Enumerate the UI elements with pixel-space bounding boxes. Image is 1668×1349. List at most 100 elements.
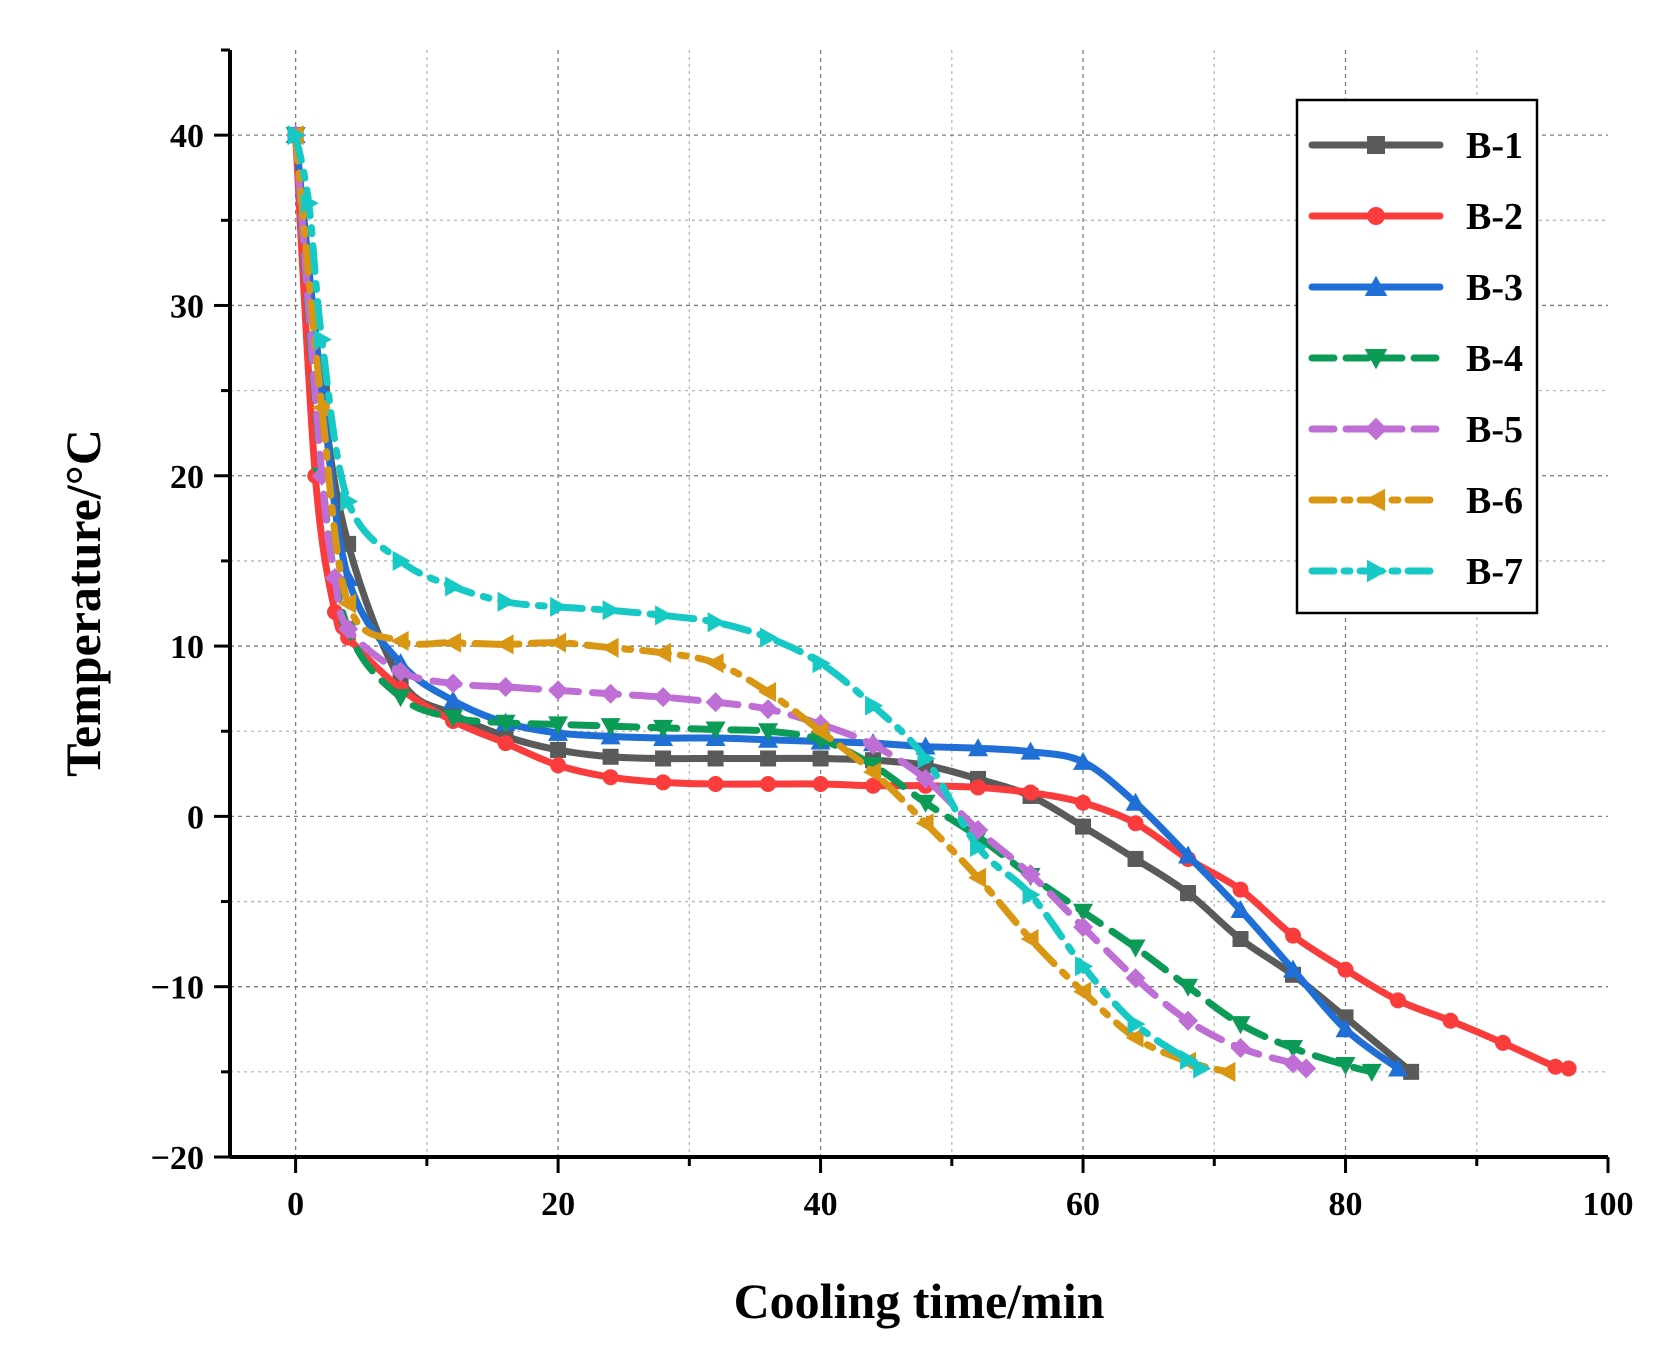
data-point: [300, 193, 319, 214]
data-point: [1020, 864, 1041, 885]
data-point: [1073, 903, 1094, 922]
legend-marker: [1364, 417, 1388, 441]
data-point: [602, 769, 619, 786]
data-point: [1180, 1049, 1199, 1070]
data-point: [602, 748, 619, 765]
data-point: [970, 779, 987, 796]
legend-item-b-4: B-4: [1308, 338, 1523, 380]
y-tick-label: 0: [187, 799, 204, 836]
legend-marker: [1367, 207, 1385, 225]
data-point: [313, 329, 332, 350]
data-point: [1125, 792, 1146, 811]
data-point: [707, 776, 724, 793]
series-line-b-4: [292, 131, 1376, 1076]
data-point: [1361, 1063, 1382, 1082]
data-point: [810, 721, 829, 742]
data-point: [338, 619, 359, 640]
data-point: [1285, 927, 1302, 944]
legend-label: B-7: [1466, 551, 1523, 593]
data-point: [497, 735, 514, 752]
data-point: [758, 723, 779, 742]
series-b-5: [285, 125, 1317, 1079]
data-point: [497, 591, 516, 612]
data-point: [970, 837, 989, 858]
y-tick-label: 20: [170, 459, 204, 496]
y-tick-label: 40: [170, 118, 204, 155]
data-point: [1390, 992, 1407, 1009]
data-point: [1127, 850, 1144, 867]
data-point: [653, 687, 674, 708]
legend-label: B-1: [1466, 125, 1523, 167]
data-point: [707, 750, 724, 767]
data-point: [1442, 1012, 1459, 1029]
series-b-6: [285, 125, 1236, 1082]
data-point: [1232, 881, 1249, 898]
data-point: [915, 768, 936, 789]
data-point: [443, 709, 464, 728]
data-point: [655, 750, 672, 767]
x-tick-label: 100: [1583, 1186, 1634, 1223]
data-point: [705, 692, 726, 713]
data-point: [340, 491, 359, 512]
data-point: [443, 673, 464, 694]
legend-item-b-5: B-5: [1308, 409, 1523, 451]
legend-marker: [1367, 136, 1385, 154]
legend-marker: [1364, 275, 1388, 296]
data-point: [655, 605, 674, 626]
data-point: [600, 637, 619, 658]
data-point: [602, 600, 621, 621]
data-point: [1125, 939, 1146, 958]
data-point: [550, 757, 567, 774]
data-point: [1495, 1034, 1512, 1051]
legend-label: B-4: [1466, 338, 1523, 380]
legend: B-1 B-2 B-3 B-4 B-5 B-6 B-7: [1295, 98, 1539, 615]
data-point: [1337, 961, 1354, 978]
data-point: [1232, 931, 1249, 948]
series-b-1: [287, 127, 1420, 1080]
data-point: [390, 689, 411, 708]
data-point: [863, 762, 882, 783]
series-b-7: [287, 125, 1212, 1079]
data-point: [760, 776, 777, 793]
data-point: [1230, 900, 1251, 919]
data-point: [311, 397, 330, 418]
x-tick-label: 0: [287, 1186, 304, 1223]
data-point: [812, 776, 829, 793]
data-point: [390, 630, 409, 651]
data-point: [760, 627, 779, 648]
series-line-b-5: [292, 131, 1310, 1072]
data-point: [495, 714, 516, 733]
data-point: [863, 757, 884, 776]
data-point: [705, 721, 726, 740]
data-point: [1075, 794, 1092, 811]
data-point: [1217, 1061, 1236, 1082]
x-tick-label: 60: [1066, 1186, 1100, 1223]
data-point: [548, 632, 567, 653]
legend-label: B-2: [1466, 196, 1523, 238]
data-point: [917, 748, 936, 769]
data-point: [600, 683, 621, 704]
axes: [228, 50, 1608, 1159]
data-point: [865, 695, 884, 716]
data-point: [1335, 1019, 1356, 1038]
legend-label: B-6: [1466, 480, 1523, 522]
data-point: [1560, 1060, 1577, 1077]
legend-label: B-3: [1466, 267, 1523, 309]
data-point: [1073, 981, 1092, 1002]
data-point: [1022, 784, 1039, 801]
series-layer: [285, 125, 1577, 1082]
data-point: [812, 750, 829, 767]
legend-item-b-7: B-7: [1308, 551, 1523, 593]
data-point: [1075, 956, 1094, 977]
data-point: [1125, 1027, 1144, 1048]
x-axis-title: Cooling time/min: [734, 1273, 1105, 1329]
data-point: [1127, 815, 1144, 832]
data-point: [1296, 1058, 1317, 1079]
data-point: [392, 550, 411, 571]
data-point: [1020, 741, 1041, 760]
data-point: [548, 680, 569, 701]
data-point: [550, 741, 567, 758]
data-point: [1020, 929, 1039, 950]
data-point: [655, 774, 672, 791]
